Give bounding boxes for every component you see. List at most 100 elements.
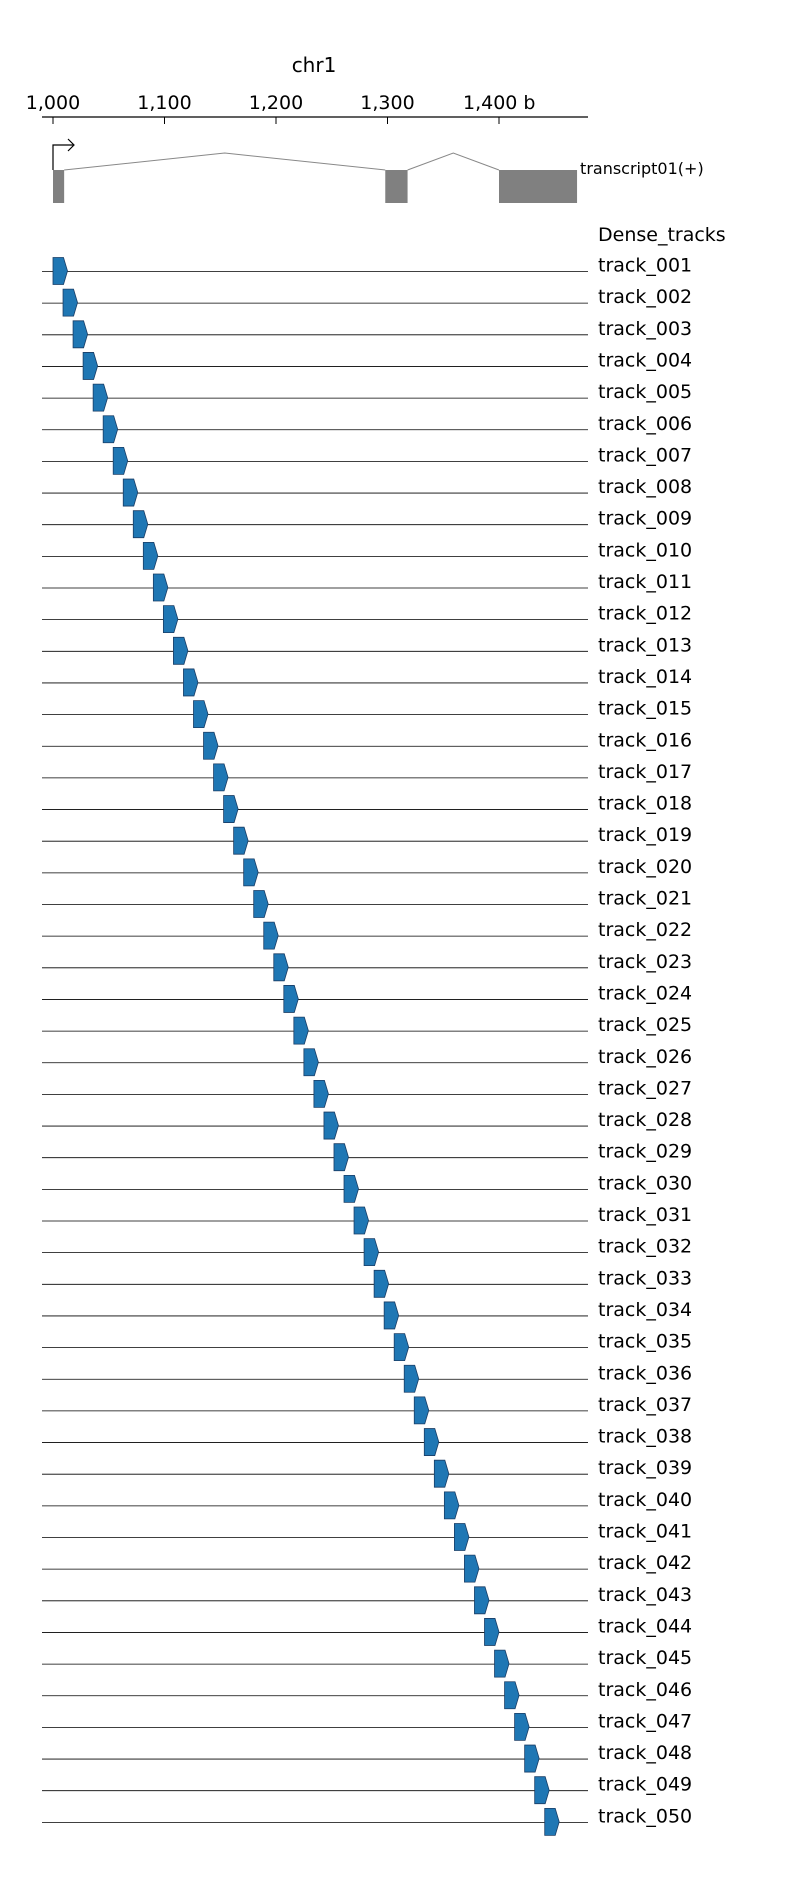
track-row: track_012: [42, 603, 692, 634]
track-label: track_038: [598, 1426, 692, 1448]
track-feature: [363, 1238, 379, 1267]
axis-tick-label: 1,300: [360, 92, 414, 114]
track-label: track_015: [598, 698, 692, 720]
track-row: track_018: [42, 793, 692, 823]
track-row: track_042: [42, 1552, 692, 1583]
track-row: track_022: [42, 919, 692, 950]
track-row: track_045: [42, 1647, 692, 1678]
track-label: track_049: [598, 1774, 692, 1796]
track-feature: [323, 1111, 339, 1140]
track-feature: [443, 1491, 460, 1520]
track-row: track_036: [42, 1362, 692, 1393]
track-row: track_007: [42, 444, 692, 475]
track-row: track_008: [42, 476, 692, 507]
track-label: track_020: [598, 856, 692, 878]
coordinate-axis: 1,000 1,100 1,200 1,300 1,400 b: [26, 92, 588, 124]
track-label: track_014: [598, 666, 692, 688]
track-label: track_003: [598, 318, 692, 340]
track-row: track_035: [42, 1331, 692, 1361]
track-label: track_004: [598, 349, 692, 371]
track-feature: [373, 1269, 390, 1298]
tracks-header: Dense_tracks: [598, 224, 726, 246]
tss-arrowhead: [67, 138, 75, 152]
track-feature: [152, 573, 169, 602]
track-row: track_044: [42, 1615, 692, 1646]
track-label: track_008: [598, 476, 692, 498]
track-row: track_023: [42, 951, 692, 982]
track-row: track_047: [42, 1710, 692, 1741]
track-feature: [333, 1143, 349, 1172]
track-row: track_015: [42, 698, 692, 728]
track-feature: [233, 826, 249, 855]
track-label: track_050: [598, 1805, 692, 1827]
track-row: track_004: [42, 349, 692, 380]
track-row: track_001: [42, 255, 692, 285]
track-row: track_005: [42, 381, 692, 412]
intron-line: [64, 152, 386, 171]
exon-block: [385, 170, 408, 203]
track-feature: [534, 1776, 550, 1805]
track-label: track_032: [598, 1236, 692, 1258]
track-feature: [92, 383, 109, 412]
tracks-title: Dense_tracks: [598, 224, 726, 246]
track-label: track_027: [598, 1077, 692, 1099]
track-row: track_028: [42, 1109, 692, 1140]
track-row: track_026: [42, 1046, 692, 1077]
track-label: track_006: [598, 413, 692, 435]
track-row: track_038: [42, 1426, 692, 1456]
track-label: track_042: [598, 1552, 692, 1574]
track-feature: [433, 1459, 450, 1488]
track-feature: [82, 352, 99, 380]
track-row: track_041: [42, 1521, 692, 1551]
track-row: track_030: [42, 1172, 692, 1203]
track-row: track_013: [42, 634, 692, 665]
track-feature: [303, 1048, 319, 1077]
track-feature: [514, 1713, 530, 1741]
track-row: track_009: [42, 508, 692, 539]
track-feature: [173, 636, 189, 665]
track-label: track_013: [598, 634, 692, 656]
track-label: track_011: [598, 571, 692, 593]
track-row: track_003: [42, 318, 692, 349]
track-row: track_037: [42, 1394, 692, 1425]
track-feature: [544, 1807, 560, 1836]
track-feature: [253, 890, 269, 918]
dense-tracks: track_001 track_002 track_003 track_004trac…: [42, 255, 692, 1836]
track-feature: [142, 541, 159, 570]
track-feature: [524, 1744, 540, 1773]
tss-arrow: [52, 144, 73, 170]
track-feature: [112, 446, 129, 475]
track-feature: [413, 1396, 430, 1425]
track-row: track_020: [42, 856, 692, 887]
track-row: track_016: [42, 729, 692, 760]
axis-tick-label: 1,400 b: [463, 92, 536, 114]
track-feature: [243, 858, 259, 887]
track-label: track_034: [598, 1299, 692, 1321]
track-feature: [484, 1618, 500, 1646]
track-feature: [102, 415, 119, 444]
track-feature: [273, 953, 289, 982]
track-label: track_039: [598, 1457, 692, 1479]
track-row: track_006: [42, 413, 692, 444]
track-label: track_016: [598, 729, 692, 751]
track-feature: [72, 320, 88, 349]
track-label: track_009: [598, 508, 692, 530]
track-row: track_010: [42, 539, 692, 570]
track-row: track_002: [42, 286, 692, 317]
track-row: track_032: [42, 1236, 692, 1267]
track-label: track_029: [598, 1141, 692, 1163]
track-label: track_026: [598, 1046, 692, 1068]
track-label: track_041: [598, 1521, 692, 1543]
track-label: track_045: [598, 1647, 692, 1669]
track-feature: [504, 1681, 520, 1710]
track-feature: [343, 1174, 359, 1203]
track-label: track_031: [598, 1204, 692, 1226]
track-feature: [62, 288, 78, 317]
track-feature: [122, 478, 139, 507]
track-row: track_049: [42, 1774, 692, 1805]
track-row: track_019: [42, 824, 692, 855]
track-feature: [353, 1206, 369, 1235]
track-feature: [383, 1301, 400, 1330]
track-label: track_018: [598, 793, 692, 815]
track-feature: [474, 1586, 490, 1615]
